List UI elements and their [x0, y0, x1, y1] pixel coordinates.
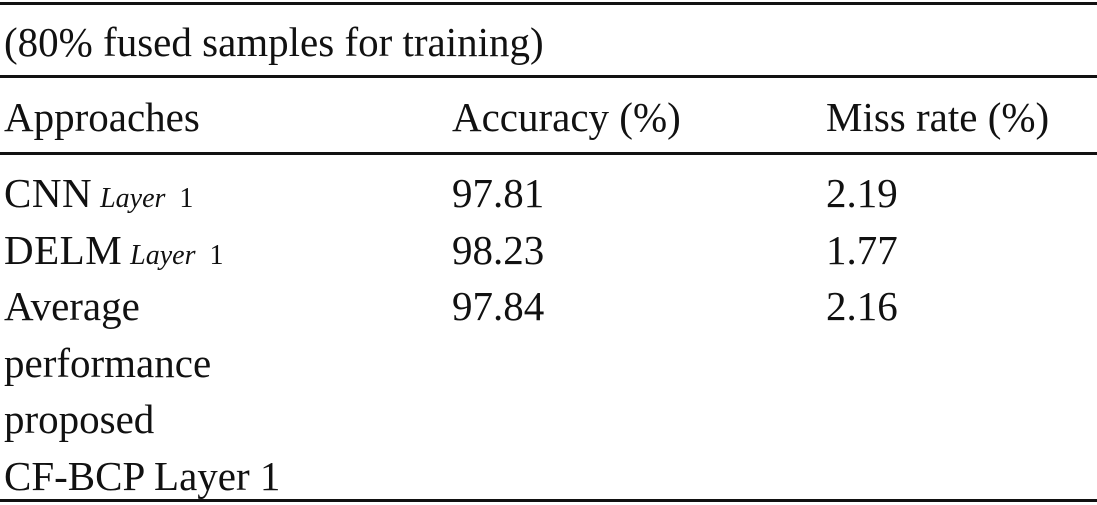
approach-line: Average — [4, 283, 140, 329]
approach-line: CF-BCP Layer 1 — [4, 452, 281, 499]
row-cnn-approach: CNN Layer 1 — [4, 165, 193, 227]
table-top-rule — [0, 2, 1097, 5]
approach-subscript-number: 1 — [209, 240, 224, 271]
table-bottom-rule — [0, 499, 1097, 502]
approach-line: performance — [4, 339, 212, 386]
header-divider-rule — [0, 152, 1097, 155]
row-average-approach: Average performance proposed CF-BCP Laye… — [4, 278, 280, 504]
approach-subscript-layer: Layer — [130, 240, 196, 271]
caption-divider-rule — [0, 75, 1097, 78]
row-delm-accuracy: 98.23 — [452, 227, 545, 273]
row-cnn-miss-rate: 2.19 — [826, 170, 898, 216]
header-accuracy: Accuracy (%) — [452, 94, 681, 140]
approach-subscript-layer: Layer — [100, 183, 166, 214]
approach-line: proposed — [4, 396, 155, 442]
row-average-miss-rate: 2.16 — [826, 283, 898, 329]
table-caption: (80% fused samples for training) — [4, 19, 544, 65]
row-average-accuracy: 97.84 — [452, 283, 545, 329]
row-cnn-accuracy: 97.81 — [452, 170, 545, 216]
row-delm-approach: DELM Layer 1 — [4, 222, 223, 284]
approach-subscript-number: 1 — [179, 183, 194, 214]
approach-label: DELM — [4, 227, 123, 273]
row-delm-miss-rate: 1.77 — [826, 227, 898, 273]
header-approaches: Approaches — [4, 94, 200, 140]
approach-label: CNN — [4, 170, 93, 216]
header-miss-rate: Miss rate (%) — [826, 94, 1050, 140]
